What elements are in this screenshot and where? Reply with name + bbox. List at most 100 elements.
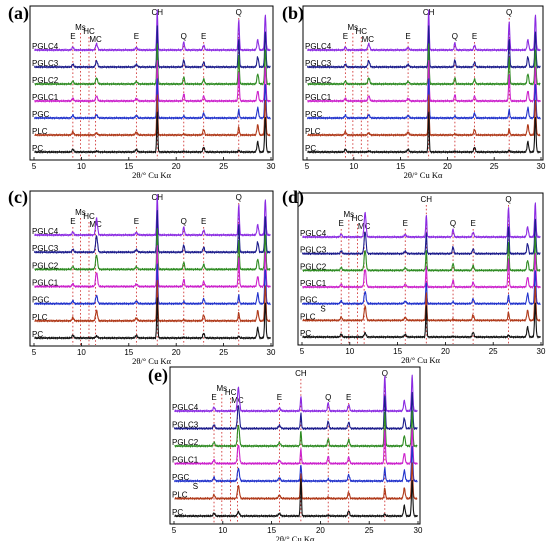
phase-label: CH: [420, 195, 432, 204]
x-tick-label: 5: [32, 348, 37, 357]
panel-letter: (e): [148, 365, 168, 386]
x-tick-label: 20: [443, 162, 452, 171]
phase-label: E: [472, 32, 477, 41]
phase-label: E: [470, 219, 475, 228]
phase-label: E: [405, 32, 410, 41]
phase-label: CH: [295, 369, 307, 378]
phase-label: MC: [362, 35, 375, 44]
series-trace-pglc1: [302, 253, 541, 289]
x-tick-label: 30: [537, 162, 546, 171]
series-label: PGC: [32, 296, 50, 305]
series-trace-pglc4: [174, 374, 418, 413]
x-tick-label: 25: [489, 347, 498, 356]
x-tick-label: 20: [172, 162, 181, 171]
phase-label: HC: [356, 27, 368, 36]
series-label: PGLC2: [32, 261, 59, 270]
series-trace-pgc: [301, 270, 541, 306]
phase-label: Q: [382, 369, 388, 378]
x-tick-label: 5: [300, 347, 305, 356]
series-trace-pglc4: [302, 202, 541, 239]
plot-frame: [297, 192, 544, 346]
series-trace-pglc4: [34, 194, 271, 237]
series-trace-plc: [34, 94, 271, 137]
series-label: PC: [32, 330, 43, 339]
plot-frame: [29, 190, 274, 347]
phase-label: E: [134, 32, 139, 41]
x-tick-label: 10: [345, 347, 354, 356]
phase-label: E: [201, 217, 206, 226]
phase-label: Ms: [216, 384, 227, 393]
phase-label: Q: [450, 219, 456, 228]
phase-label: E: [134, 217, 139, 226]
x-axis-label: 2θ/° Cu Kα: [401, 355, 440, 365]
series-label: PC: [172, 508, 183, 517]
series-label: PGLC4: [32, 42, 59, 51]
series-label: PGLC4: [172, 403, 199, 412]
series-trace-pglc4: [307, 9, 541, 52]
series-label: PLC: [32, 127, 48, 136]
phase-label: Q: [181, 32, 187, 41]
x-tick-label: 5: [172, 526, 177, 535]
series-label: PLC: [32, 313, 48, 322]
series-trace-pglc2: [307, 43, 541, 86]
phase-label: Ms: [75, 208, 86, 217]
panel-letter: (c): [8, 187, 28, 208]
phase-label: E: [70, 217, 75, 226]
series-label: PGLC3: [300, 246, 327, 255]
series-trace-pglc1: [174, 427, 418, 466]
x-axis-label: 2θ/° Cu Kα: [132, 356, 171, 366]
series-label: PGLC4: [32, 227, 59, 236]
x-tick-label: 5: [32, 162, 37, 171]
x-tick-label: 10: [218, 526, 227, 535]
phase-label: HC: [83, 27, 95, 36]
panel-letter: (a): [8, 3, 29, 24]
series-trace-pglc3: [173, 391, 418, 431]
panel-letter: (d): [282, 187, 304, 208]
series-trace-pglc3: [301, 218, 541, 256]
series-label: PLC: [172, 491, 188, 500]
series-trace-pc: [34, 111, 271, 154]
phase-label: S: [193, 482, 198, 491]
series-label: PGC: [300, 296, 318, 305]
series-trace-plc: [34, 279, 271, 323]
series-trace-pgc: [33, 263, 271, 306]
phase-label: E: [201, 32, 206, 41]
series-label: PLC: [305, 127, 321, 136]
x-tick-label: 15: [267, 526, 276, 535]
series-trace-pglc2: [174, 410, 418, 448]
phase-label: Q: [181, 217, 187, 226]
phase-label: MC: [89, 35, 102, 44]
series-trace-pgc: [306, 78, 541, 120]
phase-label: HC: [83, 212, 95, 221]
series-label: PGLC1: [32, 279, 59, 288]
phase-label: HC: [352, 214, 364, 223]
phase-label: E: [70, 32, 75, 41]
phase-label: Q: [325, 393, 331, 402]
x-tick-label: 10: [349, 162, 358, 171]
series-label: PGLC1: [172, 456, 199, 465]
phase-label: Q: [452, 32, 458, 41]
x-tick-label: 25: [219, 348, 228, 357]
x-tick-label: 30: [537, 347, 546, 356]
series-trace-plc: [174, 462, 418, 501]
x-tick-label: 15: [396, 162, 405, 171]
series-label: PLC: [300, 312, 316, 321]
phase-label: Q: [236, 193, 242, 202]
plot-frame: [169, 366, 421, 525]
x-tick-label: 10: [77, 348, 86, 357]
phase-label: Ms: [348, 23, 359, 32]
phase-label: E: [343, 32, 348, 41]
x-tick-label: 30: [267, 348, 276, 357]
series-label: PGLC1: [305, 93, 332, 102]
x-axis-label: 2θ/° Cu Kα: [132, 170, 171, 180]
series-trace-pglc4: [34, 9, 271, 52]
phase-label: E: [403, 219, 408, 228]
x-tick-label: 20: [172, 348, 181, 357]
phase-label: Q: [505, 195, 511, 204]
x-tick-label: 15: [124, 348, 133, 357]
x-tick-label: 30: [414, 526, 423, 535]
